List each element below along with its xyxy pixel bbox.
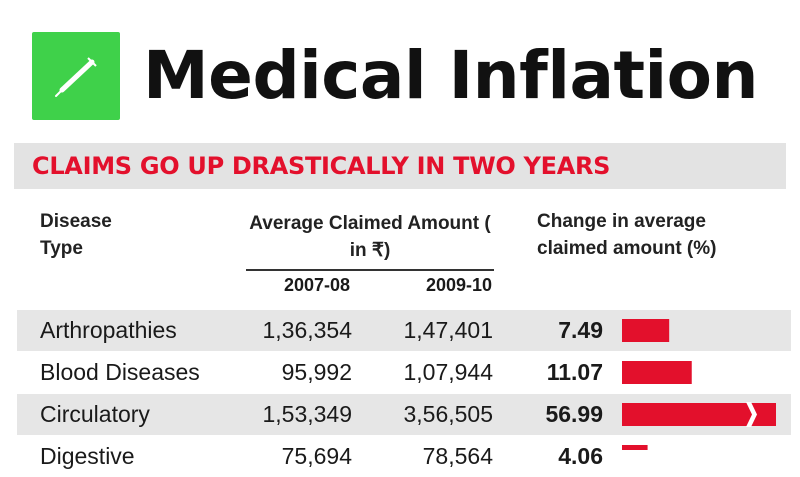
column-header-average: Average Claimed Amount ( in ₹) — [249, 213, 491, 261]
amount-2009-10: 1,47,401 — [403, 317, 493, 343]
table-row: Arthropathies 1,36,354 1,47,401 7.49 — [17, 310, 791, 351]
change-percent: 11.07 — [546, 359, 603, 385]
amount-2009-10: 3,56,505 — [403, 401, 493, 427]
column-header-year-1: 2007-08 — [283, 275, 350, 295]
column-header-disease: Disease Type — [40, 211, 112, 259]
change-percent: 56.99 — [545, 401, 603, 427]
change-percent: 7.49 — [558, 317, 603, 343]
amount-2009-10: 78,564 — [422, 443, 493, 469]
amount-2007-08: 75,694 — [281, 443, 352, 469]
syringe-icon — [55, 57, 97, 97]
subtitle-banner — [14, 143, 786, 189]
amount-2007-08: 1,53,349 — [262, 401, 352, 427]
amount-2009-10: 1,07,944 — [403, 359, 493, 385]
header-divider — [246, 269, 494, 271]
amount-2007-08: 95,992 — [281, 359, 352, 385]
disease-name: Blood Diseases — [40, 359, 200, 385]
amount-2007-08: 1,36,354 — [262, 317, 352, 343]
disease-name: Arthropathies — [40, 317, 177, 343]
change-percent: 4.06 — [558, 443, 603, 469]
column-header-change: Change in average claimed amount (%) — [537, 211, 717, 259]
table-row: Blood Diseases 95,992 1,07,944 11.07 — [17, 352, 791, 393]
syringe-logo — [32, 32, 120, 120]
disease-name: Circulatory — [40, 401, 150, 427]
page-title: Medical Inflation — [143, 37, 759, 114]
column-header-year-2: 2009-10 — [425, 275, 492, 295]
subtitle: CLAIMS GO UP DRASTICALLY IN TWO YEARS — [32, 152, 611, 180]
table-row: Digestive 75,694 78,564 4.06 — [17, 436, 791, 477]
table-row: Circulatory 1,53,349 3,56,505 56.99 — [17, 394, 791, 435]
disease-name: Digestive — [40, 443, 135, 469]
subtitle-arrow-notch — [0, 154, 14, 178]
